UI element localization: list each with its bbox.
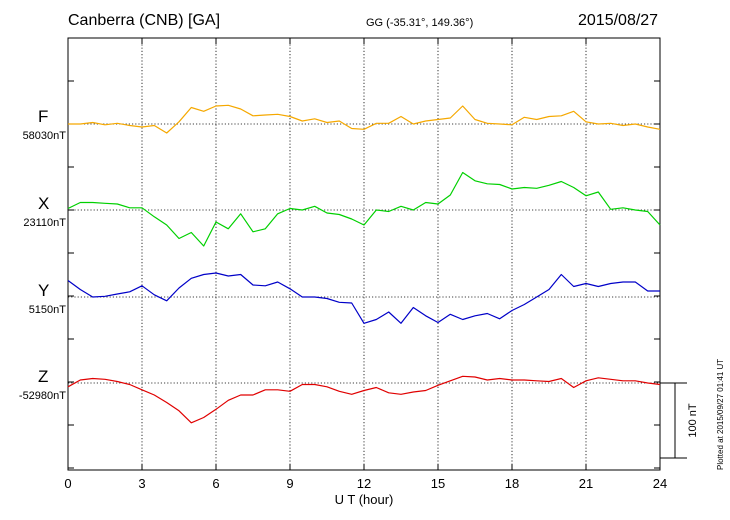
trace-z xyxy=(67,375,661,424)
x-axis-label: U T (hour) xyxy=(335,492,394,507)
plotted-timestamp: Plotted at 2015/09/27 01:41 UT xyxy=(716,358,725,470)
z-baseline-label: -52980nT xyxy=(18,390,66,402)
x-tick-label: 12 xyxy=(357,476,371,491)
x-axis: 0 3 6 9 12 15 18 21 24 U T (hour) xyxy=(64,38,667,507)
trace-f xyxy=(68,104,661,134)
grid-lines xyxy=(68,38,660,470)
x-tick-label: 24 xyxy=(653,476,667,491)
scale-bar-label: 100 nT xyxy=(687,403,699,438)
trace-y xyxy=(67,272,660,324)
scale-bar: 100 nT xyxy=(660,382,699,459)
station-title: Canberra (CNB) [GA] xyxy=(68,12,221,29)
x-tick-label: 0 xyxy=(64,476,71,491)
x-tick-label: 6 xyxy=(212,476,219,491)
x-tick-label: 15 xyxy=(431,476,445,491)
y-baseline-label: 5150nT xyxy=(28,304,66,316)
z-trace-letter: Z xyxy=(38,367,49,386)
x-tick-label: 18 xyxy=(505,476,519,491)
date-label: 2015/08/27 xyxy=(578,12,659,29)
y-trace-letter: Y xyxy=(38,281,50,300)
trace-x xyxy=(67,171,661,247)
station-coordinates: GG (-35.31°, 149.36°) xyxy=(366,17,474,29)
traces xyxy=(67,104,661,424)
x-tick-label: 9 xyxy=(286,476,293,491)
x-baseline-label: 23110nT xyxy=(23,217,66,229)
f-trace-letter: F xyxy=(38,107,49,126)
x-trace-letter: X xyxy=(38,194,50,213)
f-baseline-label: 58030nT xyxy=(22,130,66,142)
x-tick-label: 3 xyxy=(138,476,145,491)
x-tick-label: 21 xyxy=(579,476,593,491)
